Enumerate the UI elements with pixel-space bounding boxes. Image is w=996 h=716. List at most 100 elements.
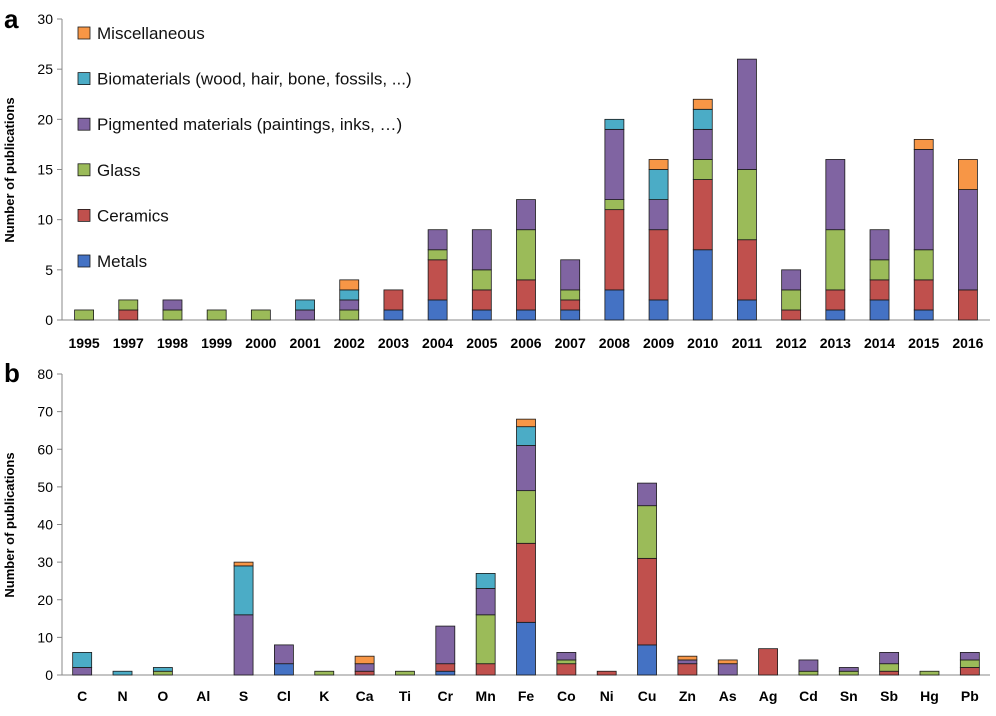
bar-segment-ceramics bbox=[596, 670, 617, 676]
bar-segment-pigmented bbox=[604, 128, 625, 200]
bar-segment-glass bbox=[395, 670, 415, 676]
bar-segment-glass bbox=[913, 249, 934, 281]
bar-segment-ceramics bbox=[427, 259, 448, 301]
bar-segment-ceramics bbox=[737, 239, 757, 301]
bar-segment-miscellaneous bbox=[958, 159, 978, 190]
bar-segment-metals bbox=[435, 670, 456, 676]
bar-segment-glass bbox=[250, 309, 271, 321]
bar-segment-ceramics bbox=[471, 289, 492, 311]
x-tick-label: Al bbox=[196, 688, 210, 704]
bar-segment-pigmented bbox=[869, 229, 890, 261]
bar-segment-metals bbox=[737, 299, 757, 321]
bar-segment-metals bbox=[427, 299, 448, 321]
bar-segment-pigmented bbox=[295, 309, 315, 321]
bar-segment-miscellaneous bbox=[692, 98, 713, 110]
bar-segment-glass bbox=[339, 309, 360, 321]
bar-segment-biomaterials bbox=[233, 565, 254, 616]
panel-b-letter: b bbox=[4, 358, 20, 388]
bar-segment-glass bbox=[162, 309, 183, 321]
bar-segment-pigmented bbox=[435, 625, 456, 665]
bar-segment-biomaterials bbox=[692, 108, 713, 130]
x-tick-label: 2013 bbox=[820, 335, 851, 351]
y-tick-label: 20 bbox=[37, 111, 53, 127]
bar-segment-ceramics bbox=[637, 557, 657, 646]
bar-segment-ceramics bbox=[604, 209, 625, 291]
bar-segment-pigmented bbox=[274, 644, 294, 665]
bar-segment-glass bbox=[206, 309, 227, 321]
legend-swatch-miscellaneous bbox=[77, 26, 91, 40]
y-tick-label: 0 bbox=[45, 312, 53, 328]
x-tick-label: Mn bbox=[476, 688, 496, 704]
legend-swatch-glass bbox=[77, 163, 91, 177]
bar-segment-glass bbox=[314, 670, 335, 676]
bar-segment-biomaterials bbox=[339, 289, 360, 301]
bar-segment-pigmented bbox=[233, 614, 254, 676]
legend-label-metals: Metals bbox=[97, 252, 147, 271]
bar-segment-pigmented bbox=[913, 149, 934, 251]
bar-segment-miscellaneous bbox=[913, 138, 934, 150]
x-tick-label: Sn bbox=[840, 688, 858, 704]
bar-segment-glass bbox=[471, 269, 492, 291]
y-tick-label: 10 bbox=[37, 212, 53, 228]
bar-segment-glass bbox=[74, 309, 94, 321]
x-tick-label: 1998 bbox=[157, 335, 188, 351]
x-tick-label: 1999 bbox=[201, 335, 232, 351]
x-tick-label: 2016 bbox=[952, 335, 983, 351]
bar-segment-glass bbox=[560, 289, 581, 301]
bar-segment-ceramics bbox=[648, 229, 669, 301]
x-tick-label: Cl bbox=[277, 688, 291, 704]
x-tick-label: Cr bbox=[438, 688, 454, 704]
y-tick-label: 60 bbox=[37, 441, 53, 457]
bar-segment-ceramics bbox=[869, 279, 890, 301]
x-tick-label: Ca bbox=[356, 688, 374, 704]
x-tick-label: 2009 bbox=[643, 335, 674, 351]
legend-swatch-ceramics bbox=[77, 208, 91, 222]
bar-segment-glass bbox=[919, 670, 940, 676]
bar-segment-pigmented bbox=[959, 652, 980, 661]
x-tick-label: K bbox=[319, 688, 329, 704]
bar-segment-pigmented bbox=[354, 663, 375, 672]
x-tick-label: Co bbox=[557, 688, 576, 704]
x-tick-label: S bbox=[239, 688, 248, 704]
bar-segment-ceramics bbox=[677, 663, 698, 676]
bar-segment-pigmented bbox=[162, 299, 183, 311]
bar-segment-metals bbox=[560, 309, 581, 321]
bar-segment-miscellaneous bbox=[516, 418, 536, 428]
x-tick-label: 2010 bbox=[687, 335, 718, 351]
x-tick-label: Ag bbox=[759, 688, 778, 704]
bar-segment-ceramics bbox=[516, 542, 536, 623]
x-tick-label: Fe bbox=[518, 688, 535, 704]
bar-segment-metals bbox=[516, 621, 536, 676]
bar-segment-glass bbox=[152, 670, 173, 676]
bar-segment-glass bbox=[556, 659, 577, 665]
x-tick-label: Pb bbox=[961, 688, 979, 704]
bar-segment-pigmented bbox=[427, 229, 448, 251]
y-tick-label: 10 bbox=[37, 629, 53, 645]
bar-segment-biomaterials bbox=[72, 652, 93, 668]
y-tick-label: 70 bbox=[37, 404, 53, 420]
x-tick-label: 1995 bbox=[69, 335, 100, 351]
bar-segment-glass bbox=[516, 490, 536, 544]
bar-segment-pigmented bbox=[825, 159, 846, 231]
bar-segment-ceramics bbox=[959, 667, 980, 676]
y-tick-label: 25 bbox=[37, 61, 53, 77]
bar-segment-ceramics bbox=[354, 670, 375, 676]
bar-segment-ceramics bbox=[758, 648, 778, 676]
x-tick-label: Cu bbox=[638, 688, 657, 704]
legend-swatch-biomaterials bbox=[77, 72, 91, 85]
bar-segment-glass bbox=[838, 670, 859, 676]
bar-segment-pigmented bbox=[737, 58, 757, 170]
bar-segment-biomaterials bbox=[516, 426, 536, 446]
x-tick-label: Sb bbox=[880, 688, 898, 704]
bar-segment-glass bbox=[781, 289, 802, 311]
bar-segment-miscellaneous bbox=[233, 561, 254, 567]
bar-segment-metals bbox=[648, 299, 669, 321]
legend-label-pigmented: Pigmented materials (paintings, inks, …) bbox=[97, 115, 402, 134]
y-tick-label: 50 bbox=[37, 479, 53, 495]
bar-segment-miscellaneous bbox=[677, 655, 698, 661]
y-axis-title: Number of publications bbox=[2, 97, 17, 242]
bar-segment-glass bbox=[604, 199, 625, 211]
bar-segment-biomaterials bbox=[152, 667, 173, 672]
bar-segment-ceramics bbox=[692, 179, 713, 251]
